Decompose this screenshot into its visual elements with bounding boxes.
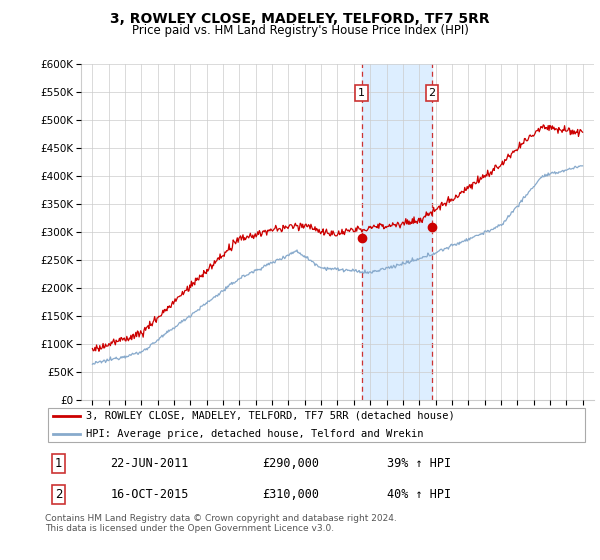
- Text: 1: 1: [358, 88, 365, 98]
- Text: HPI: Average price, detached house, Telford and Wrekin: HPI: Average price, detached house, Telf…: [86, 429, 423, 439]
- Text: 39% ↑ HPI: 39% ↑ HPI: [387, 457, 451, 470]
- Text: 16-OCT-2015: 16-OCT-2015: [110, 488, 188, 501]
- Text: £290,000: £290,000: [262, 457, 319, 470]
- FancyBboxPatch shape: [48, 408, 585, 442]
- Text: 22-JUN-2011: 22-JUN-2011: [110, 457, 188, 470]
- Bar: [362, 64, 432, 400]
- Text: Price paid vs. HM Land Registry's House Price Index (HPI): Price paid vs. HM Land Registry's House …: [131, 24, 469, 36]
- Text: 40% ↑ HPI: 40% ↑ HPI: [387, 488, 451, 501]
- Text: 1: 1: [55, 457, 62, 470]
- Text: 3, ROWLEY CLOSE, MADELEY, TELFORD, TF7 5RR: 3, ROWLEY CLOSE, MADELEY, TELFORD, TF7 5…: [110, 12, 490, 26]
- Text: Contains HM Land Registry data © Crown copyright and database right 2024.
This d: Contains HM Land Registry data © Crown c…: [45, 514, 397, 534]
- Text: 3, ROWLEY CLOSE, MADELEY, TELFORD, TF7 5RR (detached house): 3, ROWLEY CLOSE, MADELEY, TELFORD, TF7 5…: [86, 411, 454, 421]
- Text: 2: 2: [55, 488, 62, 501]
- Text: £310,000: £310,000: [262, 488, 319, 501]
- Text: 2: 2: [428, 88, 436, 98]
